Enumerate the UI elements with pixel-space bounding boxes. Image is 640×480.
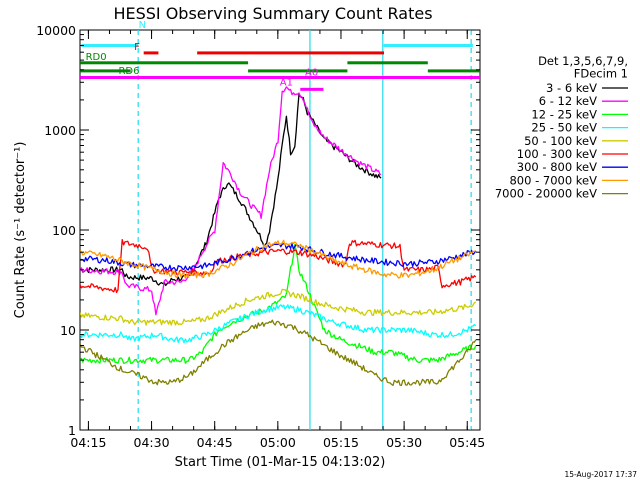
flag-rd0: RD0: [80, 52, 428, 65]
flag-label-a0: A0: [305, 68, 318, 79]
flag-rd6-segment-3: [427, 69, 480, 73]
axes: 04:15 04:30 04:45 05:00 05:15 05:30 05:45 1 10 10…: [36, 23, 485, 450]
flag-label-f: F: [134, 42, 140, 53]
x-tick-label: 05:45: [449, 435, 485, 450]
y-tick-label: 1000: [44, 123, 76, 138]
x-tick-label: 04:15: [70, 435, 106, 450]
legend-label-7000-20000-kev: 7000 - 20000 keV: [495, 187, 597, 201]
series-line-800-7000-kev: [80, 239, 476, 279]
series-line-300-800-kev: [80, 243, 477, 272]
y-tick-label: 10: [60, 323, 76, 338]
series-line-25-50-kev: [80, 304, 477, 344]
series-line-6-12-kev: [80, 86, 382, 316]
flag-f: F: [134, 42, 385, 55]
x-tick-label: 05:15: [323, 435, 359, 450]
x-axis-label: Start Time (01-Mar-15 04:13:02): [175, 455, 386, 470]
series-line-12-25-kev: [80, 244, 477, 364]
flag-n: N: [81, 20, 473, 47]
series-line-7000-20000-kev: [80, 319, 477, 387]
flag-label-rd0: RD0: [86, 52, 107, 63]
series-line-100-300-kev: [80, 238, 477, 294]
flag-a0-segment-1: [300, 87, 324, 91]
flag-n-segment-2: [383, 43, 473, 47]
legend-label-300-800-kev: 300 - 800 keV: [517, 160, 597, 174]
flag-label-n: N: [139, 20, 146, 31]
flag-f-segment-2: [197, 51, 385, 55]
series-line-50-100-kev: [80, 288, 477, 326]
flag-a1: A1: [80, 75, 480, 88]
y-tick-label: 10000: [36, 23, 76, 38]
flag-rd0-segment-1: [80, 61, 249, 65]
flag-label-a1: A1: [280, 77, 293, 88]
flag-rd6-segment-1: [80, 69, 131, 73]
x-tick-label: 05:30: [386, 435, 422, 450]
legend-header-line-1: Det 1,3,5,6,7,9,: [538, 54, 628, 68]
flag-a0: A0: [300, 68, 324, 91]
generation-timestamp: 15-Aug-2017 17:37: [564, 470, 637, 479]
legend-header-line-2: FDecim 1: [574, 67, 628, 81]
legend-label-800-7000-kev: 800 - 7000 keV: [509, 173, 597, 187]
flag-label-rd6: RD6: [118, 66, 139, 77]
chart-title: HESSI Observing Summary Count Rates: [113, 4, 432, 23]
legend-label-25-50-kev: 25 - 50 keV: [531, 121, 597, 135]
series-layer: [80, 86, 477, 387]
flag-rd0-segment-2: [347, 61, 428, 65]
flag-rd6: RD6: [80, 66, 480, 77]
y-tick-label: 1: [68, 423, 76, 438]
legend-label-12-25-kev: 12 - 25 keV: [531, 107, 597, 121]
x-tick-label: 04:30: [134, 435, 170, 450]
flag-rd6-segment-2: [248, 69, 348, 73]
legend-label-100-300-kev: 100 - 300 keV: [517, 147, 597, 161]
x-tick-label: 05:00: [260, 435, 296, 450]
y-axis-label: Count Rate (s⁻¹ detector⁻¹): [13, 142, 28, 319]
legend-label-3-6-kev: 3 - 6 keV: [546, 81, 597, 95]
legend-label-6-12-kev: 6 - 12 keV: [539, 94, 597, 108]
x-tick-label: 04:45: [197, 435, 233, 450]
flag-f-segment-1: [143, 51, 159, 55]
flag-a1-segment-1: [80, 75, 480, 79]
legend-label-50-100-kev: 50 - 100 keV: [524, 134, 597, 148]
plot-frame: [79, 29, 481, 431]
y-tick-label: 100: [52, 223, 76, 238]
instrument-flag-bars: NF RD0 RD6 A1 A0: [80, 20, 480, 91]
flag-n-segment-1: [81, 43, 139, 47]
